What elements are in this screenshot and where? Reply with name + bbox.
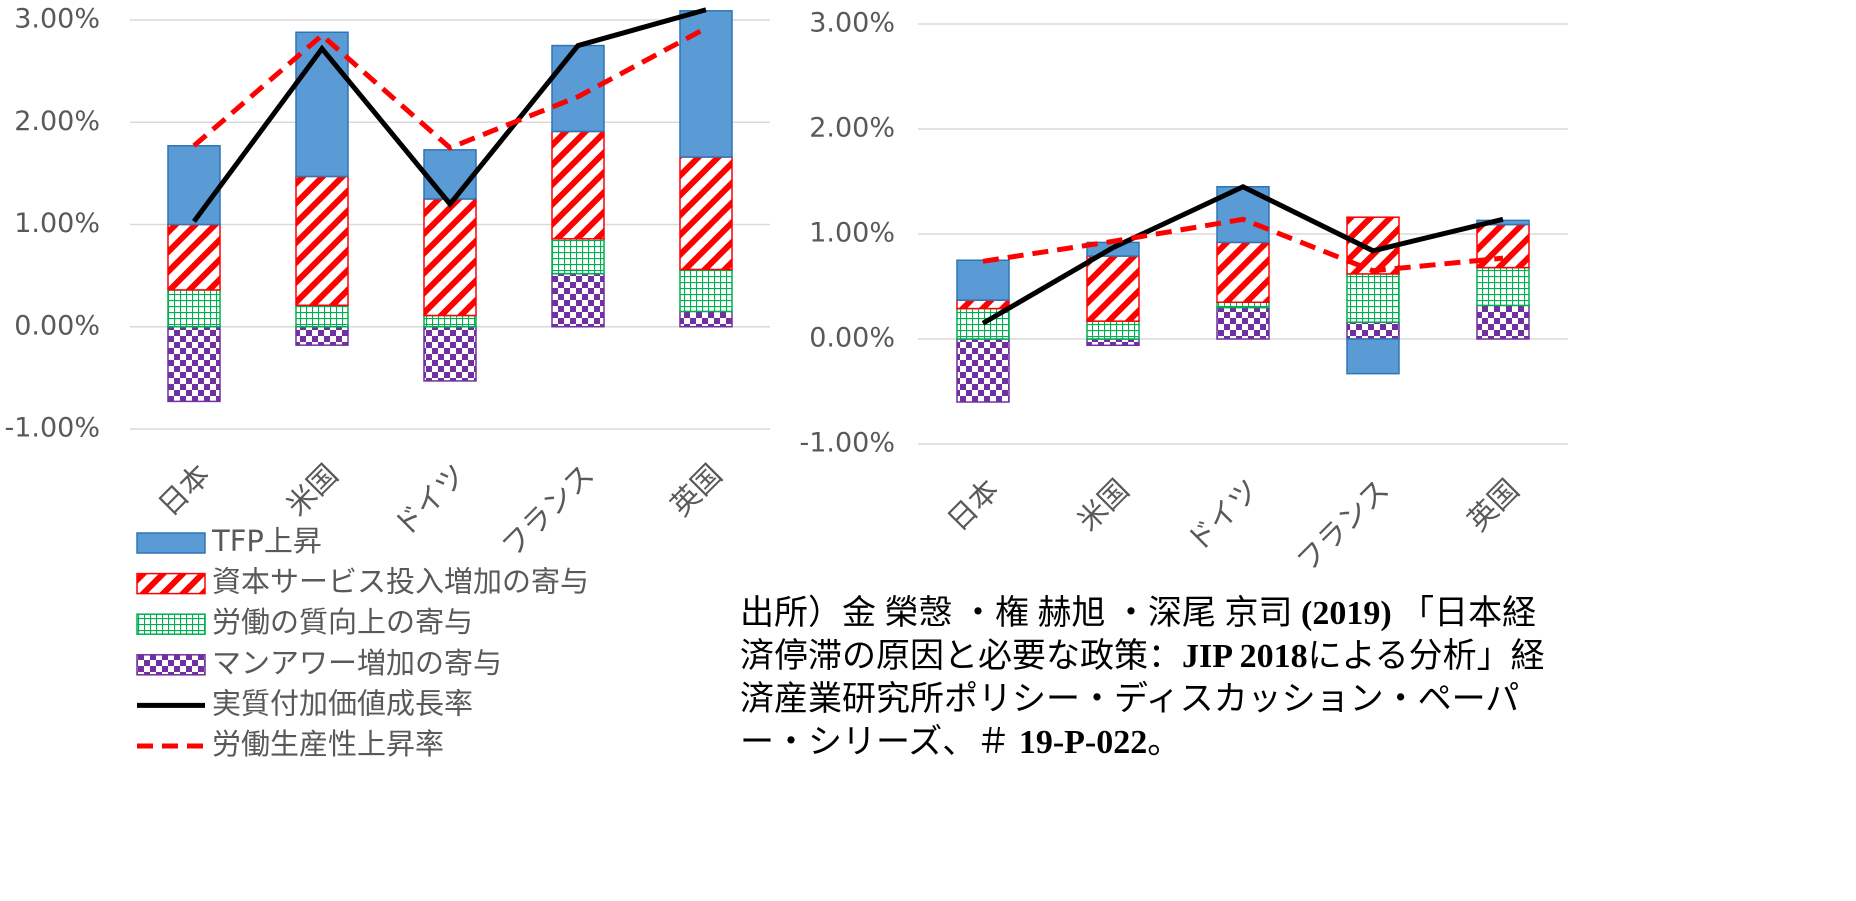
x-tick-label: ドイツ bbox=[387, 458, 473, 544]
x-tick-label: 日本 bbox=[941, 473, 1006, 538]
bar-segment bbox=[956, 299, 1010, 310]
bar-segment bbox=[295, 304, 349, 328]
y-tick-label: 1.00% bbox=[809, 218, 895, 249]
y-tick-label: 3.00% bbox=[14, 4, 100, 35]
y-tick-label: 0.00% bbox=[809, 323, 895, 354]
x-tick-label: 米国 bbox=[1071, 473, 1136, 538]
bar-segment bbox=[551, 238, 605, 275]
bar-segment bbox=[679, 268, 733, 313]
x-tick-label: フランス bbox=[1290, 473, 1396, 579]
bar-segment bbox=[423, 198, 477, 317]
bar-segment bbox=[167, 223, 221, 291]
bar-segment bbox=[551, 272, 605, 328]
bar-segment bbox=[956, 338, 1010, 403]
x-tick-label: 日本 bbox=[152, 458, 217, 523]
x-tick-label: 米国 bbox=[280, 458, 345, 523]
source-part: (2019) bbox=[1301, 595, 1392, 632]
bar-segment bbox=[1086, 338, 1140, 347]
x-tick-label: 英国 bbox=[1461, 473, 1526, 538]
legend-swatch bbox=[136, 613, 206, 635]
bar-segment bbox=[167, 289, 221, 328]
bar-segment bbox=[1346, 338, 1400, 375]
source-part: 「日本経済停滞の原因と必要な政策： bbox=[740, 595, 1537, 675]
bar-segment bbox=[551, 44, 605, 133]
source-part: による分析」経済産業研究所ポリシー・ディスカッション・ペーパー・シリーズ、＃ bbox=[740, 638, 1545, 761]
y-tick-label: 0.00% bbox=[14, 310, 100, 341]
bar-segment bbox=[167, 145, 221, 226]
bar-segment bbox=[423, 149, 477, 200]
y-tick-label: 1.00% bbox=[14, 208, 100, 239]
bar-segment bbox=[295, 175, 349, 307]
line-series bbox=[192, 25, 708, 151]
legend-label: 実質付加価値成長率 bbox=[212, 686, 473, 720]
line-series bbox=[982, 216, 1504, 274]
bar-segment bbox=[551, 130, 605, 240]
legend-swatch bbox=[136, 572, 206, 595]
bar-segment bbox=[423, 326, 477, 382]
legend-label: マンアワー増加の寄与 bbox=[212, 646, 502, 680]
y-tick-label: 2.00% bbox=[809, 113, 895, 144]
source-note: 出所）金 榮愨 ・権 赫旭 ・深尾 京司 (2019) 「日本経済停滞の原因と必… bbox=[740, 592, 1570, 764]
bar-segment bbox=[423, 314, 477, 328]
bar-segment bbox=[1216, 301, 1270, 309]
legend-label: 労働生産性上昇率 bbox=[212, 727, 444, 761]
line-series bbox=[981, 183, 1504, 326]
x-tick-label: ドイツ bbox=[1180, 473, 1266, 559]
bar-segment bbox=[1086, 320, 1140, 340]
bar-segment bbox=[1346, 273, 1400, 323]
source-part: 19-P-022 bbox=[1018, 724, 1148, 761]
bar-segment bbox=[1216, 241, 1270, 303]
bar-segment bbox=[295, 326, 349, 346]
bar-segment bbox=[295, 31, 349, 178]
legend-swatch bbox=[136, 654, 206, 676]
legend-swatch bbox=[136, 532, 206, 554]
bar-segment bbox=[679, 10, 733, 158]
y-tick-label: 2.00% bbox=[14, 106, 100, 137]
source-part: 。 bbox=[1147, 724, 1182, 761]
bar-segment bbox=[1086, 255, 1140, 322]
bar-segment bbox=[167, 326, 221, 403]
legend-label: 資本サービス投入増加の寄与 bbox=[212, 565, 589, 599]
y-tick-label: -1.00% bbox=[799, 428, 895, 459]
x-tick-label: フランス bbox=[495, 458, 601, 564]
y-tick-label: -1.00% bbox=[4, 413, 100, 444]
bar-segment bbox=[1346, 321, 1400, 340]
bar-segment bbox=[956, 259, 1010, 301]
x-tick-label: 英国 bbox=[664, 458, 729, 523]
y-tick-label: 3.00% bbox=[809, 8, 895, 39]
bar-segment bbox=[679, 310, 733, 328]
legend-label: 労働の質向上の寄与 bbox=[212, 605, 473, 639]
bar-segment bbox=[679, 156, 733, 271]
source-part: JIP 2018 bbox=[1182, 638, 1308, 675]
legend-label: TFP上昇 bbox=[211, 524, 322, 558]
bar-segment bbox=[1476, 304, 1530, 340]
bar-segment bbox=[1476, 266, 1530, 307]
bar-segment bbox=[1216, 306, 1270, 340]
line-series bbox=[191, 7, 707, 223]
source-part: 出所）金 榮愨 ・権 赫旭 ・深尾 京司 bbox=[740, 595, 1301, 632]
